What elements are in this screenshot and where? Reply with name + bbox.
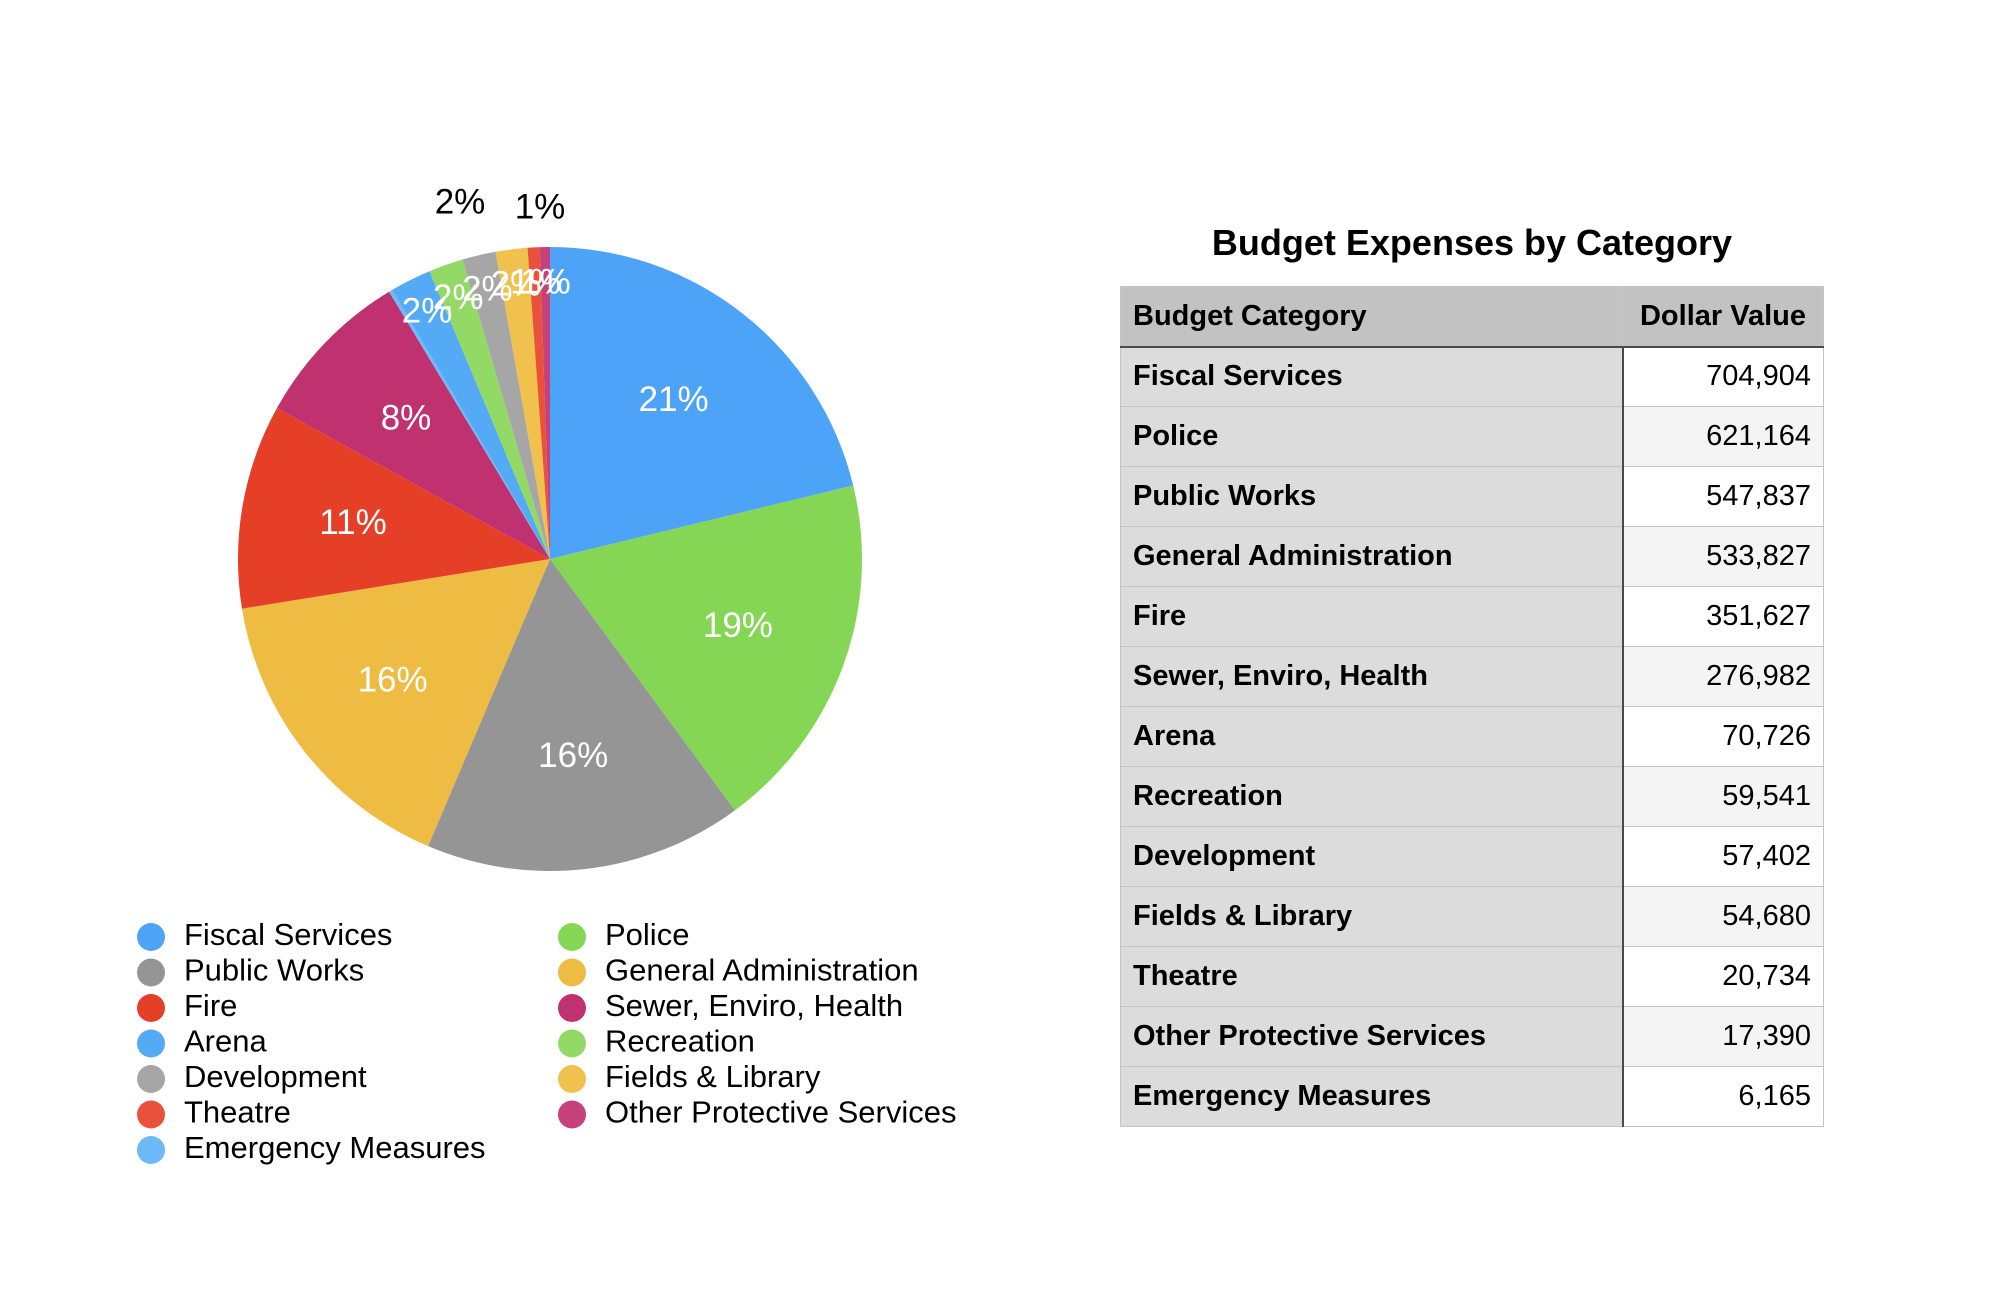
value-cell: 17,390 xyxy=(1622,1006,1824,1067)
legend-label-police: Police xyxy=(605,917,689,952)
pie-slice-recreation xyxy=(429,259,550,559)
table-row: Fields & Library 54,680 xyxy=(1120,886,1824,947)
pie-slice-arena xyxy=(392,271,550,559)
category-cell: Public Works xyxy=(1120,466,1624,527)
legend-label-sewer-enviro-health: Sewer, Enviro, Health xyxy=(605,988,903,1023)
value-cell: 547,837 xyxy=(1622,466,1824,527)
category-cell: Recreation xyxy=(1120,766,1624,827)
legend-swatch-theatre xyxy=(137,1100,165,1129)
legend-label-public-works: Public Works xyxy=(184,953,364,988)
legend-swatch-other-protective-services xyxy=(558,1100,586,1129)
legend-label-recreation: Recreation xyxy=(605,1024,755,1059)
legend-swatch-police xyxy=(558,923,586,951)
category-cell: Emergency Measures xyxy=(1120,1066,1624,1127)
pie-slice-public-works xyxy=(428,559,735,872)
category-cell: Fiscal Services xyxy=(1120,346,1624,407)
table-row: Other Protective Services 17,390 xyxy=(1120,1006,1824,1067)
slice-label-other-protective-services: 1% xyxy=(520,262,571,301)
table-row: Development 57,402 xyxy=(1120,826,1824,887)
table-row: Public Works 547,837 xyxy=(1120,466,1824,527)
slice-label-arena: 2% xyxy=(402,291,453,330)
category-cell: General Administration xyxy=(1120,526,1624,587)
legend-label-fire: Fire xyxy=(184,988,237,1023)
table-row: Theatre 20,734 xyxy=(1120,946,1824,1007)
legend-label-development: Development xyxy=(184,1059,367,1094)
pie-slice-police xyxy=(550,485,863,811)
outer-percent-label: 1% xyxy=(515,187,566,226)
category-cell: Police xyxy=(1120,406,1624,467)
table-row: Recreation 59,541 xyxy=(1120,766,1824,827)
table-row: Fire 351,627 xyxy=(1120,586,1824,647)
value-cell: 20,734 xyxy=(1622,946,1824,1007)
slice-label-theatre: 1% xyxy=(510,263,561,302)
pie-slice-general-administration xyxy=(241,559,550,847)
category-cell: Arena xyxy=(1120,706,1624,767)
table-header-row: Budget Category Dollar Value xyxy=(1120,286,1824,348)
outer-percent-label: 2% xyxy=(435,182,486,221)
legend-swatch-recreation xyxy=(558,1029,586,1058)
legend-label-theatre: Theatre xyxy=(184,1095,291,1130)
legend-label-arena: Arena xyxy=(184,1024,267,1059)
category-cell: Other Protective Services xyxy=(1120,1006,1624,1067)
legend-swatch-general-administration xyxy=(558,958,586,987)
legend-swatch-emergency-measures xyxy=(137,1136,165,1164)
slice-label-sewer-enviro-health: 8% xyxy=(381,398,432,437)
pie-slice-emergency-measures xyxy=(389,289,550,559)
legend-label-fields-and-library: Fields & Library xyxy=(605,1059,821,1094)
category-cell: Sewer, Enviro, Health xyxy=(1120,646,1624,707)
value-cell: 704,904 xyxy=(1622,346,1824,407)
slice-label-police: 19% xyxy=(703,606,773,645)
legend-swatch-sewer-enviro-health xyxy=(558,994,586,1022)
header-dollar-value: Dollar Value xyxy=(1622,286,1824,348)
value-cell: 59,541 xyxy=(1622,766,1824,827)
value-cell: 70,726 xyxy=(1622,706,1824,767)
value-cell: 533,827 xyxy=(1622,526,1824,587)
legend-swatch-fields-and-library xyxy=(558,1065,586,1093)
table-row: Arena 70,726 xyxy=(1120,706,1824,767)
value-cell: 54,680 xyxy=(1622,886,1824,947)
table-row: Fiscal Services 704,904 xyxy=(1120,346,1824,407)
slice-label-fields-and-library: 2% xyxy=(491,264,542,303)
legend-label-emergency-measures: Emergency Measures xyxy=(184,1130,486,1165)
table-row: General Administration 533,827 xyxy=(1120,526,1824,587)
slice-label-recreation: 2% xyxy=(433,278,484,317)
pie-slice-other-protective-services xyxy=(539,247,550,559)
pie-slice-fire xyxy=(237,408,550,609)
slice-label-fire: 11% xyxy=(319,503,386,542)
pie-slice-theatre xyxy=(527,247,550,560)
category-cell: Theatre xyxy=(1120,946,1624,1007)
legend-swatch-public-works xyxy=(137,958,165,987)
pie-chart: 21%19%16%16%11%8%2%2%2%2%1%1%2% 1%Fiscal … xyxy=(137,182,956,1165)
value-cell: 621,164 xyxy=(1622,406,1824,467)
value-cell: 351,627 xyxy=(1622,586,1824,647)
value-cell: 6,165 xyxy=(1622,1066,1824,1127)
legend-swatch-fiscal-services xyxy=(137,923,165,951)
pie-slice-fiscal-services xyxy=(550,247,854,559)
category-cell: Fire xyxy=(1120,586,1624,647)
value-cell: 57,402 xyxy=(1622,826,1824,887)
legend-label-general-administration: General Administration xyxy=(605,953,919,988)
pie-slice-sewer-enviro-health xyxy=(276,291,550,559)
slice-label-general-administration: 16% xyxy=(358,661,428,700)
budget-table: Budget Category Dollar Value Fiscal Serv… xyxy=(1120,286,1824,1127)
slice-label-public-works: 16% xyxy=(538,736,608,775)
legend-label-other-protective-services: Other Protective Services xyxy=(605,1095,956,1130)
table-row: Sewer, Enviro, Health 276,982 xyxy=(1120,646,1824,707)
pie-slice-development xyxy=(462,251,550,560)
slice-label-fiscal-services: 21% xyxy=(639,380,709,419)
slice-label-development: 2% xyxy=(462,269,513,308)
category-cell: Fields & Library xyxy=(1120,886,1624,947)
table-title: Budget Expenses by Category xyxy=(1211,222,1733,263)
legend-swatch-development xyxy=(137,1065,165,1093)
legend-swatch-arena xyxy=(137,1029,165,1058)
table-row: Police 621,164 xyxy=(1120,406,1824,467)
category-cell: Development xyxy=(1120,826,1624,887)
table-row: Emergency Measures 6,165 xyxy=(1120,1066,1824,1127)
legend-swatch-fire xyxy=(137,994,165,1022)
header-budget-category: Budget Category xyxy=(1120,286,1623,348)
value-cell: 276,982 xyxy=(1622,646,1824,707)
pie-slice-fields-and-library xyxy=(495,247,550,559)
legend-label-fiscal-services: Fiscal Services xyxy=(184,917,392,952)
